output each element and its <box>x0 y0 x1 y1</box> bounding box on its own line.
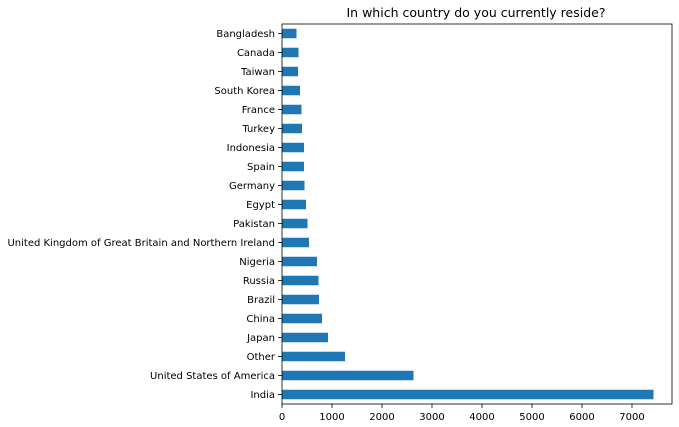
y-tick-label: China <box>246 314 275 325</box>
y-tick-label: Spain <box>247 162 275 173</box>
y-tick-label: Brazil <box>247 295 275 306</box>
bar <box>282 199 306 210</box>
x-tick-label: 4000 <box>469 412 494 423</box>
y-tick-label: Indonesia <box>227 143 275 154</box>
y-tick-label: Pakistan <box>233 219 275 230</box>
bar <box>282 180 305 191</box>
bar <box>282 218 308 229</box>
y-tick-labels: India United States of America Other Japan C… <box>7 29 282 401</box>
bar <box>282 123 302 134</box>
y-tick-label: Taiwan <box>240 67 275 78</box>
bar <box>282 275 319 286</box>
y-tick-label: Turkey <box>241 124 275 135</box>
bar <box>282 237 309 248</box>
y-tick-label: Canada <box>237 48 275 59</box>
y-tick-label: Germany <box>229 181 275 192</box>
bar <box>282 104 302 115</box>
y-tick-label: Russia <box>243 276 275 287</box>
x-tick-label: 5000 <box>519 412 544 423</box>
y-tick-label: Japan <box>246 333 275 344</box>
chart-title: In which country do you currently reside… <box>347 5 606 20</box>
bar <box>282 256 317 267</box>
bar <box>282 313 322 324</box>
bar <box>282 66 298 77</box>
bars-group <box>282 28 654 400</box>
plot-frame <box>281 23 673 405</box>
x-tick-label: 7000 <box>619 412 644 423</box>
y-tick-label: United Kingdom of Great Britain and Nort… <box>7 238 275 249</box>
y-tick-label: United States of America <box>150 371 275 382</box>
bar <box>282 47 299 58</box>
y-tick-label: South Korea <box>214 86 275 97</box>
y-tick-label: Egypt <box>246 200 275 211</box>
bar <box>282 370 414 381</box>
bar <box>282 28 297 39</box>
x-tick-label: 1000 <box>319 412 344 423</box>
x-axis: 0 1000 2000 3000 4000 5000 6000 7000 <box>279 404 645 423</box>
x-tick-label: 2000 <box>369 412 394 423</box>
bar <box>282 332 328 343</box>
bar <box>282 161 304 172</box>
bar <box>282 142 304 153</box>
y-tick-label: Nigeria <box>239 257 275 268</box>
bar <box>282 294 319 305</box>
y-tick-label: India <box>250 390 275 401</box>
x-tick-label: 3000 <box>419 412 444 423</box>
bar <box>282 85 300 96</box>
bar <box>282 389 654 400</box>
y-tick-label: Bangladesh <box>216 29 275 40</box>
x-tick-label: 6000 <box>569 412 594 423</box>
y-tick-label: Other <box>247 352 276 363</box>
bar <box>282 351 345 362</box>
x-tick-label: 0 <box>279 412 285 423</box>
y-tick-label: France <box>242 105 275 116</box>
